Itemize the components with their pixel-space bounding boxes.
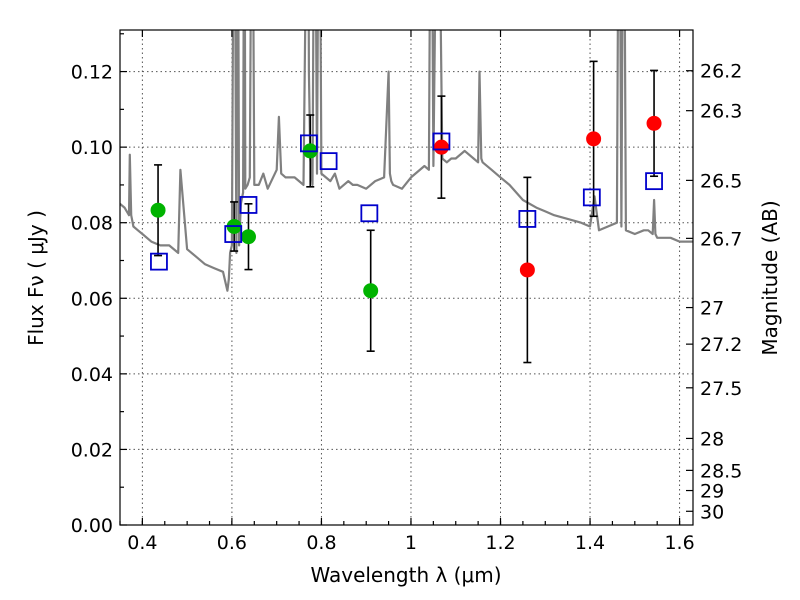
data-point: [586, 131, 602, 147]
y-axis-title: Flux Fν ( μJy ): [24, 210, 48, 346]
x-tick-label: 0.4: [127, 532, 157, 554]
y-tick-label: 0.12: [71, 62, 113, 84]
x-tick-label: 1.2: [485, 532, 515, 554]
y2-axis-title: Magnitude (AB): [758, 200, 782, 355]
axes: 0.4 0.6 0.8 1 1.2 1.4 1.6 0.00 0.02 0.04 0.06 0.08 0…: [71, 30, 742, 554]
y-tick-label: 0.06: [71, 288, 113, 310]
model-photometry-point: [319, 152, 338, 171]
x-tick-label: 1.4: [575, 532, 605, 554]
model-photometry-point: [432, 132, 451, 151]
model-photometry-point: [582, 188, 601, 207]
x-tick-label: 0.6: [217, 532, 247, 554]
model-photometry-point: [239, 196, 258, 214]
data-point: [363, 283, 379, 299]
model-photometry-point: [150, 252, 168, 271]
data-point: [433, 139, 449, 155]
mag-tick-label: 26.3: [700, 101, 742, 123]
mag-tick-label: 29: [700, 481, 724, 503]
x-tick-label: 0.8: [306, 532, 336, 554]
error-bars: [154, 60, 659, 364]
y-tick-label: 0.04: [71, 364, 113, 386]
data-point: [646, 115, 662, 131]
model-photometry-point: [518, 210, 537, 228]
data-points: [150, 115, 663, 299]
mag-tick-label: 28.5: [700, 460, 742, 482]
data-point: [519, 262, 535, 278]
mag-tick-label: 26.2: [700, 61, 742, 83]
plot-frame: [119, 29, 694, 526]
y-tick-label: 0.00: [71, 515, 113, 537]
mag-tick-label: 27.2: [700, 334, 742, 356]
mag-tick-label: 27: [700, 298, 724, 320]
model-sed: [120, 30, 693, 292]
model-photometry-point: [360, 204, 379, 223]
mag-tick-label: 26.5: [700, 170, 742, 192]
mag-tick-label: 28: [700, 428, 724, 450]
mag-tick-label: 27.5: [700, 378, 742, 400]
y-tick-label: 0.08: [71, 213, 113, 235]
mag-tick-label: 26.7: [700, 228, 742, 250]
model-photometry-point: [645, 172, 663, 191]
y-tick-label: 0.02: [71, 439, 113, 461]
x-tick-label: 1: [405, 532, 417, 554]
model-sed-line: [120, 30, 693, 292]
x-tick-label: 1.6: [664, 532, 694, 554]
data-point: [150, 202, 166, 218]
y-tick-label: 0.10: [71, 137, 113, 159]
x-axis-title: Wavelength λ (μm): [310, 563, 501, 587]
grid: [120, 30, 693, 525]
data-point: [240, 229, 256, 245]
model-photometry-point: [224, 225, 243, 243]
mag-tick-label: 30: [700, 501, 724, 523]
model-photometry-point: [300, 134, 318, 153]
